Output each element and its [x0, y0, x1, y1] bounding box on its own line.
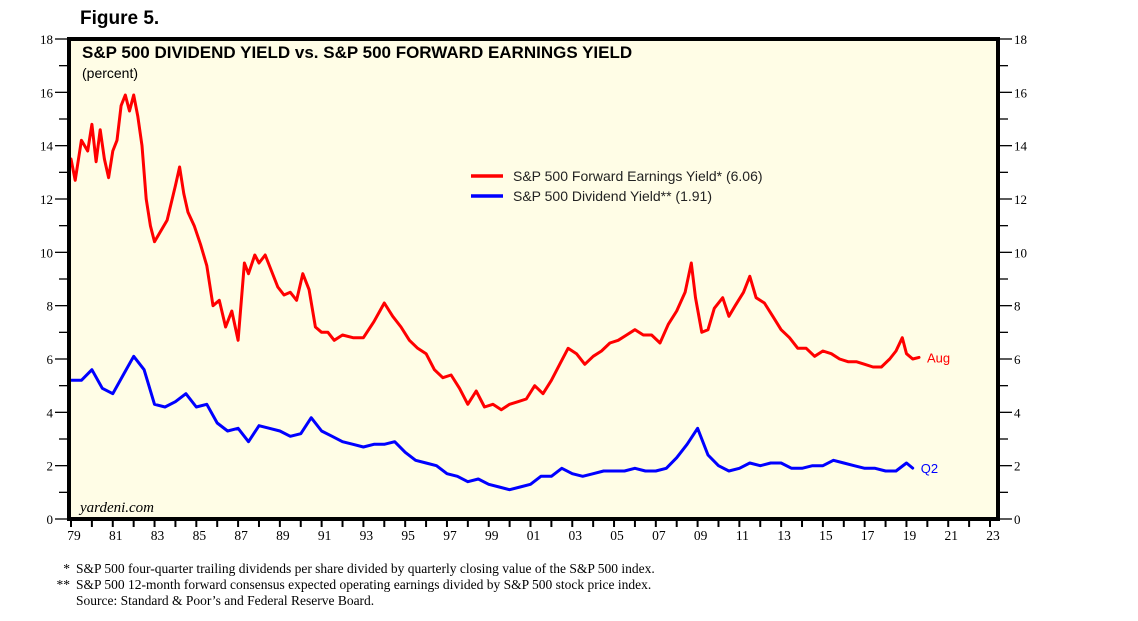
x-tick-label: 15 — [819, 528, 833, 543]
x-tick-label: 01 — [527, 528, 541, 543]
x-tick-label: 13 — [777, 528, 791, 543]
y-tick-label-right: 18 — [1014, 32, 1027, 47]
y-tick-label-left: 16 — [40, 85, 54, 100]
x-tick-label: 93 — [360, 528, 374, 543]
y-tick-label-right: 10 — [1014, 245, 1027, 260]
y-tick-label-right: 14 — [1014, 139, 1028, 154]
footnotes: * S&P 500 four-quarter trailing dividends… — [48, 561, 655, 609]
series-layer: Aug Q2 — [69, 93, 950, 492]
x-tick-label: 17 — [861, 528, 875, 543]
x-tick-label: 83 — [151, 528, 165, 543]
footnote-text: S&P 500 four-quarter trailing dividends … — [76, 561, 655, 576]
footnote-mark: ** — [56, 577, 71, 592]
y-tick-label-left: 4 — [47, 405, 54, 420]
x-tick-label: 05 — [610, 528, 624, 543]
y-tick-label-right: 6 — [1014, 352, 1021, 367]
footnote-2: ** S&P 500 12-month forward consensus exp… — [48, 577, 655, 593]
y-tick-label-left: 2 — [47, 459, 54, 474]
x-tick-label: 85 — [193, 528, 207, 543]
chart-title: S&P 500 DIVIDEND YIELD vs. S&P 500 FORWA… — [82, 43, 632, 62]
x-tick-label: 81 — [109, 528, 123, 543]
footnote-mark — [48, 593, 76, 609]
legend-label: S&P 500 Dividend Yield** (1.91) — [513, 188, 712, 204]
y-tick-label-left: 12 — [40, 192, 53, 207]
y-tick-label-left: 6 — [47, 352, 54, 367]
x-tick-label: 07 — [652, 528, 666, 543]
x-tick-label: 79 — [67, 528, 81, 543]
plot-frame — [67, 37, 1000, 521]
x-tick-label: 21 — [944, 528, 958, 543]
footnote-text: S&P 500 12-month forward consensus expec… — [76, 577, 652, 592]
earnings-end-label: Aug — [927, 350, 950, 365]
axes: 0 0 2 2 4 4 6 6 8 8 10 10 12 12 14 14 16 16 18 18 79 81 83 85 87… — [40, 32, 1028, 543]
x-tick-label: 87 — [234, 528, 248, 543]
watermark: yardeni.com — [78, 500, 154, 516]
y-tick-label-right: 0 — [1014, 512, 1021, 527]
x-tick-label: 11 — [736, 528, 749, 543]
y-tick-label-right: 8 — [1014, 299, 1021, 314]
y-tick-label-right: 4 — [1014, 405, 1021, 420]
x-tick-label: 23 — [986, 528, 1000, 543]
chart-subtitle: (percent) — [82, 65, 138, 81]
x-tick-label: 09 — [694, 528, 708, 543]
footnote-1: * S&P 500 four-quarter trailing dividends… — [48, 561, 655, 577]
footnote-mark: * — [63, 561, 70, 576]
legend-label: S&P 500 Forward Earnings Yield* (6.06) — [513, 168, 763, 184]
y-tick-label-left: 0 — [47, 512, 54, 527]
plot-background — [69, 39, 998, 519]
legend: S&P 500 Forward Earnings Yield* (6.06) S&… — [471, 168, 763, 204]
y-tick-label-left: 18 — [40, 32, 53, 47]
y-tick-label-left: 14 — [40, 139, 54, 154]
x-tick-label: 97 — [443, 528, 457, 543]
y-tick-label-left: 10 — [40, 245, 53, 260]
x-tick-label: 95 — [401, 528, 415, 543]
x-tick-label: 03 — [569, 528, 583, 543]
figure-label: Figure 5. — [80, 8, 160, 29]
x-tick-label: 99 — [485, 528, 499, 543]
y-tick-label-right: 16 — [1014, 85, 1028, 100]
earnings-yield-line — [69, 93, 921, 412]
source-note: Source: Standard & Poor’s and Federal Re… — [48, 593, 655, 609]
x-tick-label: 19 — [903, 528, 917, 543]
dividend-end-label: Q2 — [921, 461, 938, 476]
x-tick-label: 91 — [318, 528, 332, 543]
x-tick-label: 89 — [276, 528, 290, 543]
y-tick-label-right: 12 — [1014, 192, 1027, 207]
y-tick-label-left: 8 — [47, 299, 54, 314]
dividend-yield-line — [69, 354, 915, 492]
source-text: Source: Standard & Poor’s and Federal Re… — [76, 593, 375, 608]
y-tick-label-right: 2 — [1014, 459, 1021, 474]
